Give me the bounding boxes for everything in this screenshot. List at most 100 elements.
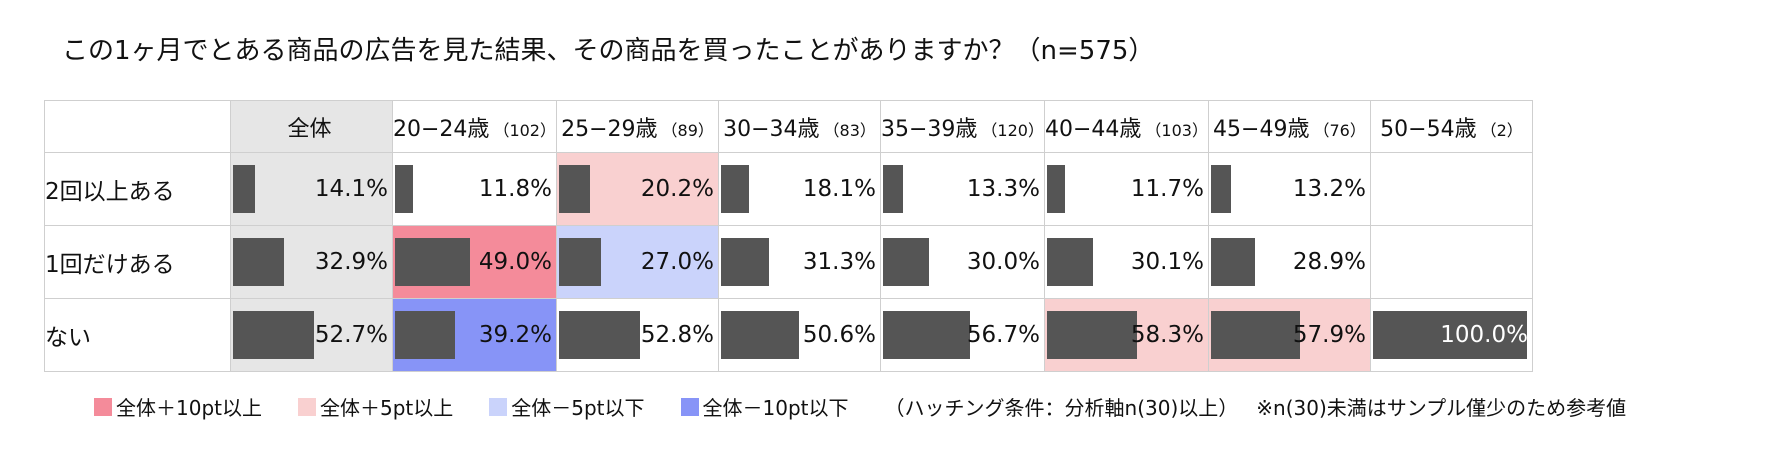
value-label: 30.1% [1130,249,1204,275]
value-label: 28.9% [1292,249,1366,275]
value-label: 49.0% [478,249,552,275]
value-bar [1372,311,1527,359]
data-cell: 49.0% [392,225,557,299]
legend-swatch-minus10 [680,397,699,416]
value-bar [882,165,904,213]
value-bar [233,238,284,286]
column-label: 20−24歳 [393,116,490,142]
value-label: 57.9% [1292,322,1366,348]
data-cell [1369,152,1533,226]
data-cell [1369,225,1533,299]
value-bar [720,165,749,213]
legend-label-plus5: 全体＋5pt以上 [320,396,454,420]
column-sample-size: （89） [661,120,714,140]
value-bar [1210,165,1232,213]
column-header-2: 25−29歳 （89） [555,100,719,153]
legend-item-plus5: 全体＋5pt以上 [298,392,453,421]
data-cell: 11.8% [392,152,557,226]
legend-swatch-plus10 [94,397,112,416]
value-bar [882,238,930,286]
data-cell: 27.0% [555,225,719,299]
value-label: 18.1% [802,176,876,202]
row-label: 2回以上ある [44,152,231,226]
column-header-3: 30−34歳 （83） [717,100,881,153]
value-bar [720,238,770,286]
data-cell: 58.3% [1043,298,1209,372]
value-bar [1210,311,1301,359]
column-sample-size: （2） [1480,120,1523,140]
value-label: 50.6% [802,322,876,348]
column-label: 40−44歳 [1044,116,1142,142]
column-label: 25−29歳 [561,116,658,142]
value-label: 11.8% [478,176,552,202]
column-label: 全体 [287,116,332,142]
value-bar [1046,311,1137,359]
value-bar [1046,165,1065,213]
legend-swatch-minus5 [489,397,508,416]
data-cell: 57.9% [1207,298,1371,372]
value-bar [395,238,471,286]
data-cell: 20.2% [555,152,719,226]
table-body: 2回以上ある 14.1% 11.8% 20.2% 18.1% 13.3% 11.7% 13.2… [44,152,1533,372]
value-bar [558,311,641,359]
column-header-4: 35−39歳 （120） [879,100,1045,153]
value-bar [233,311,315,359]
value-bar [395,165,414,213]
column-header-row: 全体 20−24歳 （102） 25−29歳 （89） 30−34歳 （83） 35−39歳（… [44,100,1533,153]
value-bar [882,311,971,359]
legend-label-minus10: 全体－10pt以下 [702,396,849,420]
column-header-0: 全体 [230,100,393,153]
table-row: ない 52.7% 39.2% 52.8% 50.6% 56.7% 58.3% 57.9% 100… [44,298,1533,372]
column-header-6: 45−49歳 （76） [1207,100,1371,153]
data-cell: 30.1% [1043,225,1209,299]
legend-label-plus10: 全体＋10pt以上 [116,396,262,420]
legend-label-minus5: 全体－5pt以下 [511,396,645,420]
value-bar [1210,238,1256,286]
row-label: ない [44,298,231,372]
value-label: 39.2% [478,322,552,348]
column-sample-size: （120） [981,120,1044,140]
column-header-5: 40−44歳 （103） [1043,100,1209,153]
column-sample-size: （103） [1145,120,1208,140]
value-label: 58.3% [1130,322,1204,348]
data-cell: 18.1% [717,152,881,226]
value-label: 11.7% [1130,176,1204,202]
data-cell: 50.6% [717,298,881,372]
chart-title: この1ヶ月でとある商品の広告を見た結果、その商品を買ったことがありますか？（n=… [62,36,1155,66]
value-bar [233,165,255,213]
value-label: 20.2% [640,176,714,202]
column-label: 50−54歳 [1380,116,1477,142]
value-bar [720,311,799,359]
value-label: 27.0% [640,249,714,275]
value-bar [558,238,601,286]
table-row: 1回だけある 32.9% 49.0% 27.0% 31.3% 30.0% 30.1% 28.9… [44,225,1533,299]
legend-item-minus10: 全体－10pt以下 [680,392,849,421]
hatching-condition-note: （ハッチング条件：分析軸n(30)以上） [884,396,1239,420]
value-bar [395,311,456,359]
value-label: 14.1% [314,176,388,202]
value-label: 13.2% [1292,176,1366,202]
legend-swatch-plus5 [298,397,316,416]
value-label: 30.0% [966,249,1040,275]
value-label: 52.7% [314,322,388,348]
small-sample-note: ※n(30)未満はサンプル僅少のため参考値 [1256,396,1627,420]
value-label: 56.7% [966,322,1040,348]
data-cell: 13.2% [1207,152,1371,226]
value-label: 31.3% [802,249,876,275]
value-bar [558,165,591,213]
table-row: 2回以上ある 14.1% 11.8% 20.2% 18.1% 13.3% 11.7% 13.2… [44,152,1533,226]
data-cell: 56.7% [879,298,1045,372]
value-label: 32.9% [314,249,388,275]
table-corner [44,100,231,153]
data-cell: 13.3% [879,152,1045,226]
data-cell: 30.0% [879,225,1045,299]
data-cell: 39.2% [392,298,557,372]
row-label: 1回だけある [44,225,231,299]
column-sample-size: （102） [493,120,556,140]
data-cell: 14.1% [230,152,393,226]
value-label: 52.8% [640,322,714,348]
column-sample-size: （76） [1313,120,1366,140]
data-cell: 28.9% [1207,225,1371,299]
data-cell: 100.0% [1369,298,1533,372]
value-label: 100.0% [1440,322,1528,348]
